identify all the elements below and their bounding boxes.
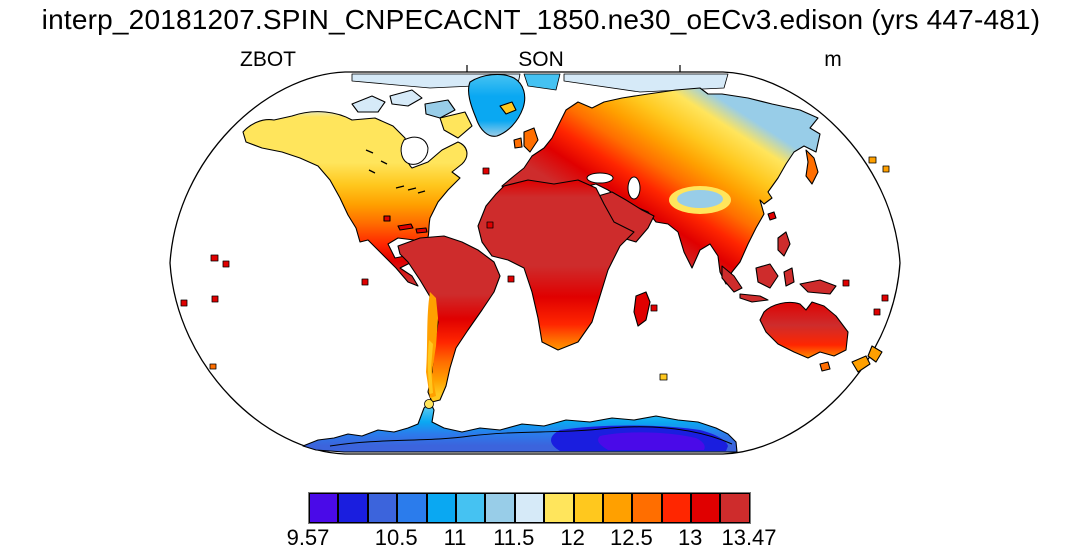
arctic-island <box>439 111 473 139</box>
island-dot <box>361 278 369 286</box>
units-label: m <box>824 48 842 71</box>
tasmania <box>819 361 831 372</box>
colorbar-box <box>514 493 545 523</box>
colorbar-box <box>573 493 603 523</box>
colorbar-labels: 9.57 10.5 11 11.5 12 12.5 13 13.47 <box>0 525 1082 553</box>
africa <box>477 179 635 351</box>
caspian-sea <box>627 176 641 200</box>
colorbar-box <box>602 493 633 523</box>
island-dot <box>868 156 877 164</box>
colorbar-box <box>455 493 486 523</box>
island-dot <box>842 279 850 287</box>
colorbar-box <box>544 493 574 523</box>
colorbar-box <box>338 493 368 523</box>
colorbar-tick-label: 9.57 <box>286 525 330 550</box>
plot-title: interp_20181207.SPIN_CNPECACNT_1850.ne30… <box>41 4 1041 35</box>
island-dot <box>397 223 414 231</box>
antarctic-grounding-line <box>329 426 733 447</box>
colorbar-tick-label: 13 <box>677 525 703 550</box>
colorbar-box <box>367 493 398 523</box>
colorbar-tick-label: 10.5 <box>374 525 418 550</box>
island-dot <box>222 260 230 268</box>
arctic-island <box>389 89 423 107</box>
island-dots <box>180 156 890 381</box>
island-dot <box>873 308 881 316</box>
nz-south-island <box>851 355 871 373</box>
colorbar-box <box>720 493 750 523</box>
island-dot <box>383 215 391 222</box>
island-dot <box>210 254 219 262</box>
island-dot <box>507 275 515 283</box>
island-dot <box>180 299 188 307</box>
iceland <box>499 101 517 115</box>
japan <box>805 149 819 185</box>
great-lakes <box>365 149 426 194</box>
colorbar-box <box>691 493 721 523</box>
madagascar <box>633 291 651 327</box>
island-dot <box>486 221 494 229</box>
borneo <box>755 263 779 289</box>
new-guinea <box>799 279 837 295</box>
colorbar-box <box>632 493 662 523</box>
colorbar <box>308 492 751 524</box>
ireland <box>513 137 523 149</box>
arctic-island <box>424 99 456 119</box>
season-label: SON <box>518 48 564 71</box>
colorbar-box <box>397 493 427 523</box>
sumatra <box>721 265 743 293</box>
arctic-coast-fringe <box>523 73 561 91</box>
philippines <box>777 231 791 257</box>
greenland <box>467 73 526 137</box>
continents <box>180 73 890 453</box>
variable-label: ZBOT <box>240 48 296 71</box>
island-dot <box>881 294 889 302</box>
colorbar-tick-label: 12.5 <box>609 525 653 550</box>
andes-stripe-gold <box>427 340 433 394</box>
britain <box>523 127 539 153</box>
colorbar-box <box>485 493 515 523</box>
island-dot <box>209 363 217 370</box>
island-dot <box>650 304 658 312</box>
antarctic-peninsula-warm-tip <box>424 399 434 409</box>
arctic-island <box>351 95 386 113</box>
north-america <box>242 111 468 287</box>
east-antarctica-core <box>598 432 705 450</box>
australia <box>759 301 849 359</box>
island-dot <box>882 165 890 173</box>
tibet-patch <box>677 190 723 208</box>
colorbar-tick-label: 11.5 <box>493 525 535 550</box>
hudson-bay <box>400 136 429 165</box>
island-dot <box>659 373 668 381</box>
colorbar-box <box>309 493 339 523</box>
taiwan <box>767 211 777 221</box>
black-sea <box>586 172 614 184</box>
nz-north-island <box>867 345 883 363</box>
island-dot <box>482 167 490 175</box>
colorbar-tick-label: 12 <box>560 525 585 550</box>
colorbar-box <box>426 493 456 523</box>
colorbar-tick-label: 11 <box>443 525 467 550</box>
island-dot <box>211 295 219 303</box>
border-tick-marks <box>466 65 681 72</box>
colorbar-tick-label: 13.47 <box>721 525 777 550</box>
island-dot <box>415 227 428 234</box>
colorbar-box <box>661 493 692 523</box>
sulawesi <box>783 267 795 287</box>
java <box>739 293 769 303</box>
